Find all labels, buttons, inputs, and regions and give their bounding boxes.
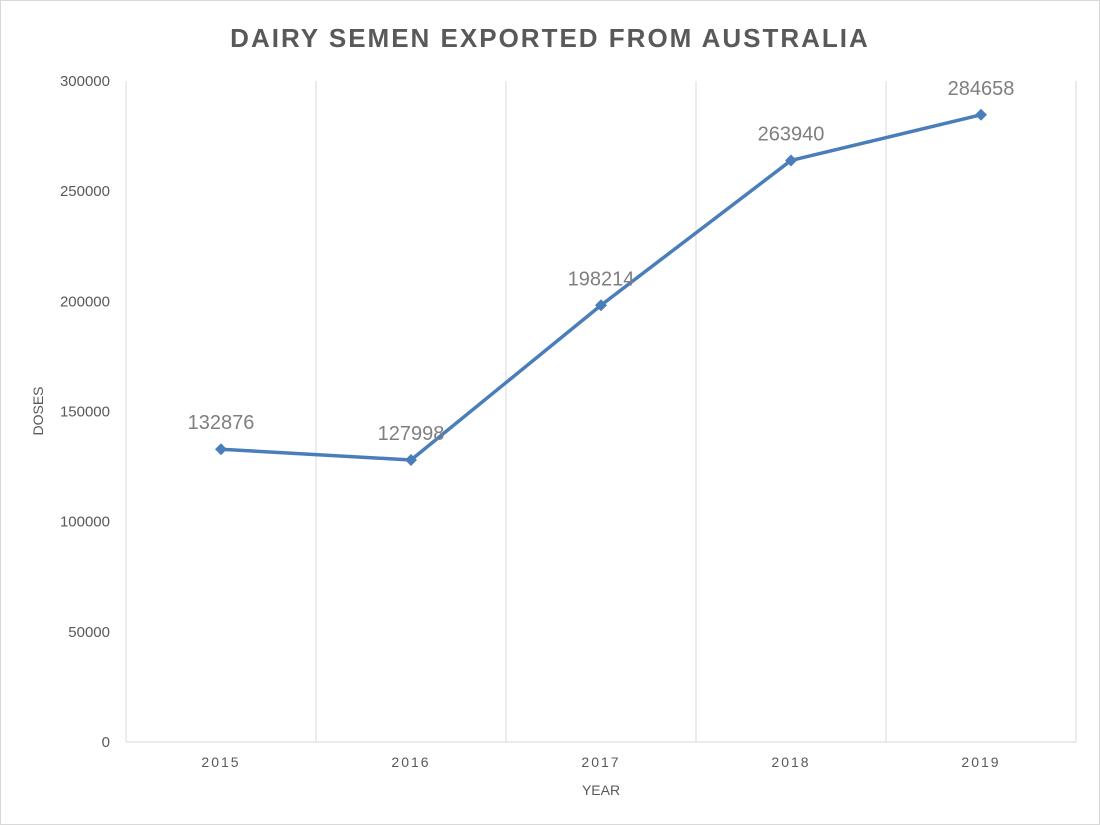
x-tick-label: 2019 — [961, 754, 1000, 770]
y-tick-label: 50000 — [68, 624, 110, 641]
y-axis-label: DOSES — [30, 386, 46, 435]
y-tick-label: 0 — [102, 734, 110, 751]
data-point-marker — [405, 453, 417, 466]
grid-layer — [125, 81, 1077, 742]
data-label: 132876 — [188, 412, 255, 434]
x-tick-label: 2016 — [391, 754, 430, 770]
data-label: 284658 — [948, 78, 1015, 100]
x-tick-label: 2015 — [201, 754, 240, 770]
data-label: 263940 — [758, 123, 825, 145]
data-label: 198214 — [568, 268, 635, 290]
data-point-marker — [215, 443, 227, 456]
label-layer: 132876 127998 198214 263940 284658 — [188, 78, 1015, 445]
chart-title: DAIRY SEMEN EXPORTED FROM AUSTRALIA — [230, 23, 870, 53]
data-point-marker — [975, 108, 987, 121]
data-point-marker — [785, 154, 797, 167]
y-tick-label: 200000 — [60, 293, 110, 310]
y-tick-label: 150000 — [60, 404, 110, 421]
x-tick-label: 2018 — [771, 754, 810, 770]
y-tick-label: 300000 — [60, 73, 110, 90]
data-label: 127998 — [378, 423, 445, 445]
y-tick-label: 100000 — [60, 514, 110, 531]
data-point-marker — [595, 299, 607, 312]
x-axis-label: YEAR — [582, 782, 620, 798]
series-layer — [215, 108, 987, 466]
x-tick-label: 2017 — [581, 754, 620, 770]
y-tick-label: 250000 — [60, 183, 110, 200]
axis-layer: 0 50000 100000 150000 200000 250000 300000 2015… — [60, 73, 1076, 770]
